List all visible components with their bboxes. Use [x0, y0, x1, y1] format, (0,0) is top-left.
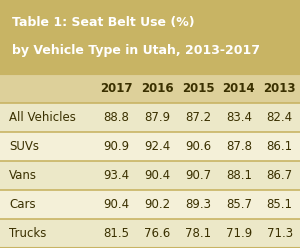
Bar: [0, 0, 300, 74]
Text: 93.4: 93.4: [103, 169, 130, 182]
Text: 2013: 2013: [263, 82, 296, 95]
Text: 2017: 2017: [100, 82, 133, 95]
Text: 90.6: 90.6: [185, 140, 211, 153]
Text: Table 1: Seat Belt Use (%): Table 1: Seat Belt Use (%): [12, 16, 195, 29]
Text: 86.7: 86.7: [266, 169, 293, 182]
Text: 82.4: 82.4: [266, 111, 293, 124]
Bar: [0, 74, 300, 103]
Text: 81.5: 81.5: [103, 227, 129, 240]
Bar: [0, 219, 300, 248]
Text: 90.9: 90.9: [103, 140, 130, 153]
Text: 87.2: 87.2: [185, 111, 211, 124]
Text: 2014: 2014: [223, 82, 255, 95]
Text: 90.2: 90.2: [144, 198, 170, 211]
Text: 88.1: 88.1: [226, 169, 252, 182]
Text: 71.9: 71.9: [226, 227, 252, 240]
Text: Cars: Cars: [9, 198, 36, 211]
Text: 89.3: 89.3: [185, 198, 211, 211]
Text: 2015: 2015: [182, 82, 214, 95]
Bar: [0, 103, 300, 132]
Text: 92.4: 92.4: [144, 140, 170, 153]
Text: 78.1: 78.1: [185, 227, 211, 240]
Bar: [0, 161, 300, 190]
Text: Trucks: Trucks: [9, 227, 46, 240]
Text: 85.7: 85.7: [226, 198, 252, 211]
Text: 85.1: 85.1: [267, 198, 292, 211]
Text: 76.6: 76.6: [144, 227, 170, 240]
Text: 71.3: 71.3: [266, 227, 293, 240]
Text: 90.7: 90.7: [185, 169, 211, 182]
Text: Vans: Vans: [9, 169, 37, 182]
Text: 90.4: 90.4: [103, 198, 130, 211]
Text: SUVs: SUVs: [9, 140, 39, 153]
Text: All Vehicles: All Vehicles: [9, 111, 76, 124]
Bar: [0, 190, 300, 219]
Text: 90.4: 90.4: [144, 169, 170, 182]
Text: 87.9: 87.9: [144, 111, 170, 124]
Text: 2016: 2016: [141, 82, 173, 95]
Text: 88.8: 88.8: [103, 111, 129, 124]
Text: by Vehicle Type in Utah, 2013-2017: by Vehicle Type in Utah, 2013-2017: [12, 44, 260, 57]
Text: 86.1: 86.1: [266, 140, 293, 153]
Bar: [0, 132, 300, 161]
Text: 87.8: 87.8: [226, 140, 252, 153]
Text: 83.4: 83.4: [226, 111, 252, 124]
